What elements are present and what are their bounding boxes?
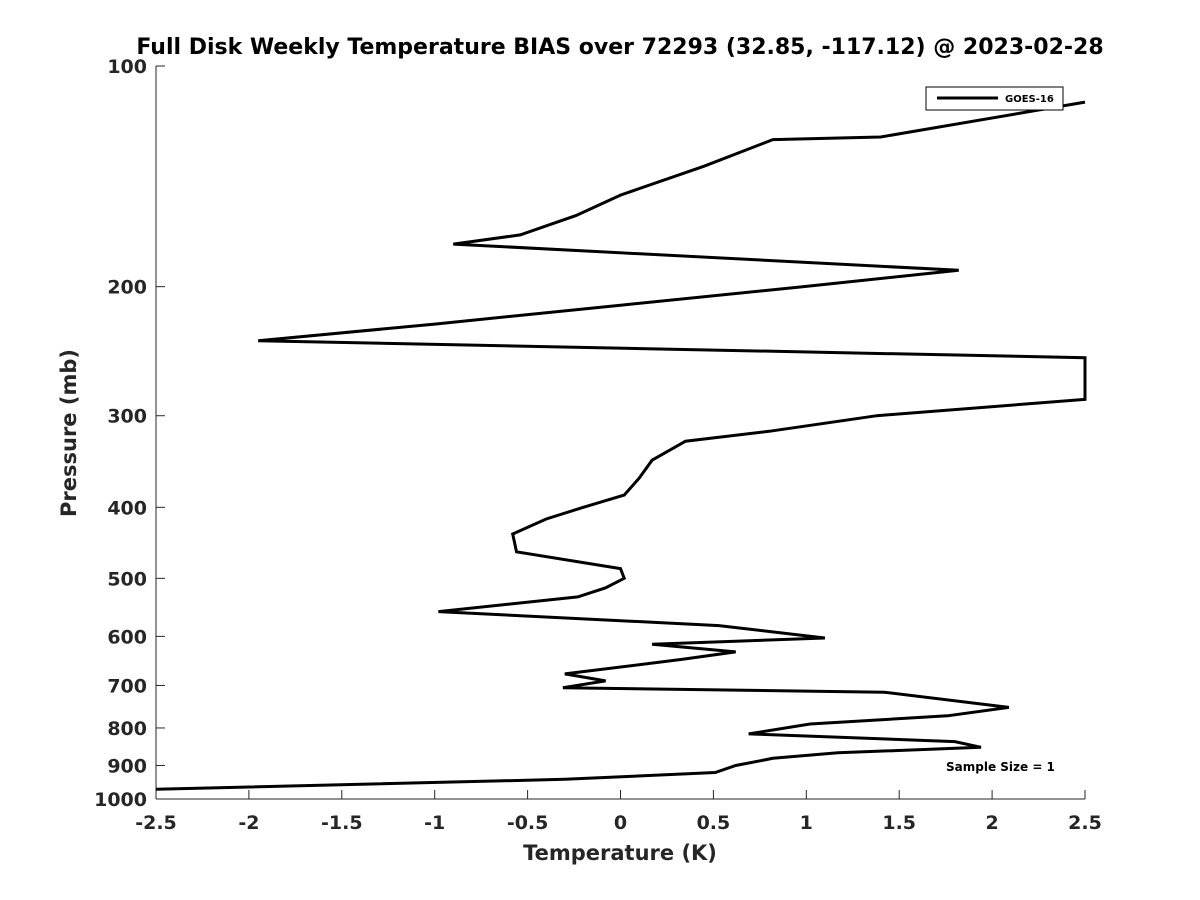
- legend-label-goes-16: GOES-16: [1005, 94, 1054, 105]
- plot-area: -2.5 -2 -1.5 -1 -0.5 0 0.5 1 1.5 2 2.5 100 200 300 400…: [94, 56, 1102, 834]
- y-tick-label: 400: [107, 497, 147, 519]
- x-tick-label: 2: [985, 812, 998, 834]
- y-tick-label: 100: [107, 56, 147, 78]
- x-tick-label: -1: [424, 812, 445, 834]
- x-tick-label: -0.5: [507, 812, 549, 834]
- x-tick-label: -2.5: [135, 812, 177, 834]
- y-tick-label: 800: [107, 718, 147, 740]
- y-tick-label: 500: [107, 568, 147, 590]
- x-tick-label: 1: [800, 812, 813, 834]
- chart-title: Full Disk Weekly Temperature BIAS over 7…: [136, 35, 1103, 60]
- x-tick-label: -1.5: [321, 812, 363, 834]
- x-tick-label: 0: [614, 812, 627, 834]
- y-tick-label: 900: [107, 755, 147, 777]
- y-tick-label: 1000: [94, 789, 147, 811]
- y-tick-label: 600: [107, 626, 147, 648]
- x-tick-label: -2: [238, 812, 259, 834]
- series-line-goes-16: [155, 100, 1087, 791]
- legend: GOES-16: [925, 86, 1064, 111]
- y-tick-label: 700: [107, 675, 147, 697]
- x-axis-label: Temperature (K): [523, 841, 717, 865]
- sample-size-annotation: Sample Size = 1: [946, 760, 1055, 774]
- y-axis-label: Pressure (mb): [57, 349, 81, 517]
- x-tick-label: 0.5: [697, 812, 731, 834]
- y-tick-label: 300: [107, 406, 147, 428]
- x-tick-label: 2.5: [1068, 812, 1102, 834]
- y-tick-label: 200: [107, 277, 147, 299]
- x-tick-label: 1.5: [882, 812, 916, 834]
